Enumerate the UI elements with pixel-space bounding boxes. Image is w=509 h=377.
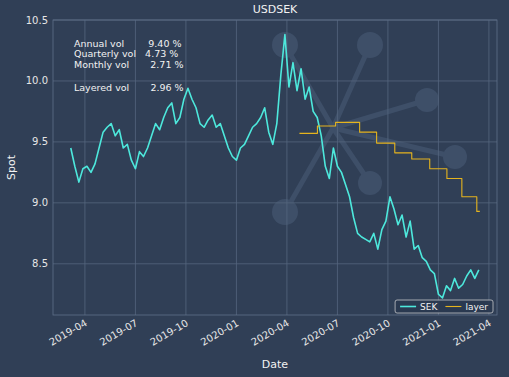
legend-box — [395, 300, 493, 313]
x-tick-label: 2019-07 — [98, 317, 140, 347]
watermark-node — [358, 171, 382, 195]
legend-swatch — [400, 306, 416, 308]
x-grid-line — [236, 20, 237, 315]
x-tick-label: 2020-01 — [199, 317, 241, 347]
legend-swatch — [445, 306, 461, 307]
y-tick-label: 10.0 — [26, 75, 48, 86]
x-tick-label: 2021-04 — [451, 317, 493, 347]
x-grid-line — [438, 20, 439, 315]
y-tick-label: 9.5 — [32, 136, 48, 147]
watermark — [272, 32, 467, 225]
legend-label: layer — [465, 302, 488, 312]
y-axis-label: Spot — [5, 154, 18, 180]
page: {"chart_data": { "type": "line", "title"… — [0, 0, 509, 377]
x-tick-label: 2019-10 — [148, 317, 190, 347]
series-group — [71, 35, 480, 298]
legend-label: SEK — [420, 302, 438, 312]
x-tick-label: 2021-01 — [401, 317, 443, 347]
x-tick-label: 2019-04 — [47, 317, 89, 347]
watermark-node — [443, 145, 467, 169]
series-line — [299, 122, 479, 211]
x-axis-label: Date — [262, 358, 289, 371]
title: USDSEK — [253, 3, 298, 16]
x-grid-line — [185, 20, 186, 315]
plot-frame — [53, 20, 497, 315]
x-grid-line — [488, 20, 489, 315]
series-line — [71, 35, 479, 298]
x-tick-label: 2020-10 — [350, 317, 392, 347]
y-tick-label: 8.5 — [32, 258, 48, 269]
watermark-spoke — [333, 100, 427, 128]
background — [0, 0, 509, 377]
y-tick-label: 10.5 — [26, 15, 48, 26]
y-grid-line — [53, 202, 497, 203]
grid — [53, 20, 497, 315]
legend: SEK layer — [395, 300, 493, 313]
x-tick-label: 2020-04 — [249, 317, 291, 347]
watermark-node — [357, 32, 383, 58]
watermark-node — [415, 88, 439, 112]
y-grid-line — [53, 263, 497, 264]
chart: 8.5 9.0 9.5 10.0 10.5 2019-04 2019-07 2019-10 20… — [0, 0, 509, 377]
x-tick-label: 2020-07 — [300, 317, 342, 347]
annotation: Monthly vol 2.71 % — [74, 59, 183, 70]
y-tick-label: 9.0 — [32, 197, 48, 208]
x-grid-line — [387, 20, 388, 315]
annotation: Layered vol 2.96 % — [74, 82, 184, 93]
annotation: Quarterly vol 4.73 % — [74, 48, 178, 59]
watermark-spoke — [333, 45, 370, 128]
y-grid-line — [53, 141, 497, 142]
